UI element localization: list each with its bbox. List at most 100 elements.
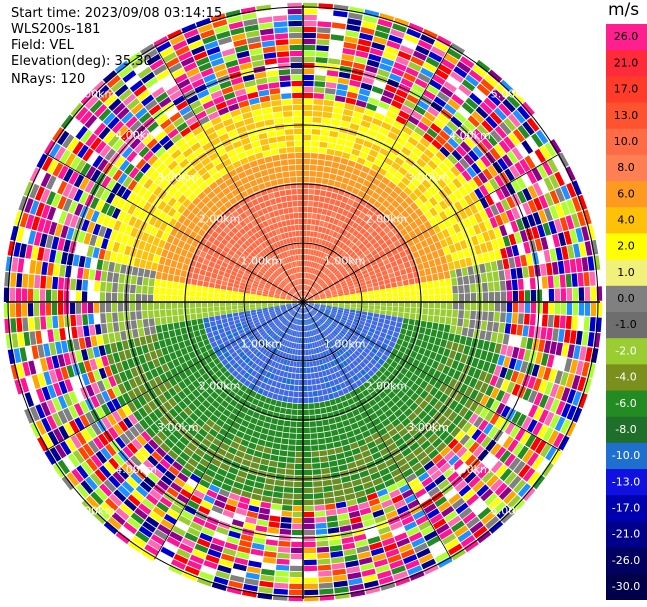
velocity-gate bbox=[261, 362, 267, 369]
velocity-gate bbox=[423, 246, 431, 255]
velocity-gate bbox=[209, 414, 219, 423]
velocity-gate bbox=[401, 39, 417, 50]
velocity-gate bbox=[147, 539, 162, 551]
velocity-gate bbox=[257, 344, 263, 351]
velocity-gate bbox=[458, 484, 472, 497]
velocity-gate bbox=[286, 314, 291, 320]
velocity-gate bbox=[434, 496, 448, 508]
velocity-gate bbox=[402, 554, 418, 565]
velocity-gate bbox=[265, 539, 278, 546]
velocity-gate bbox=[347, 85, 360, 94]
velocity-gate bbox=[583, 378, 592, 394]
velocity-gate bbox=[143, 392, 152, 403]
velocity-gate bbox=[299, 331, 302, 338]
velocity-gate bbox=[174, 414, 185, 425]
velocity-gate bbox=[316, 546, 330, 553]
velocity-gate bbox=[265, 283, 271, 288]
velocity-gate bbox=[333, 391, 340, 399]
velocity-gate bbox=[372, 264, 379, 270]
velocity-gate bbox=[490, 460, 503, 474]
velocity-gate bbox=[317, 15, 332, 22]
velocity-gate bbox=[316, 257, 320, 263]
velocity-gate bbox=[269, 289, 275, 293]
velocity-gate bbox=[340, 268, 346, 274]
velocity-gate bbox=[542, 427, 554, 442]
velocity-gate bbox=[269, 291, 275, 295]
velocity-gate bbox=[560, 419, 571, 435]
velocity-gate bbox=[277, 546, 291, 553]
velocity-gate bbox=[368, 466, 379, 475]
velocity-gate bbox=[395, 322, 402, 328]
velocity-gate bbox=[288, 390, 294, 397]
velocity-gate bbox=[198, 274, 205, 281]
velocity-gate bbox=[92, 346, 101, 358]
velocity-gate bbox=[100, 238, 109, 250]
velocity-gate bbox=[382, 234, 390, 242]
velocity-gate bbox=[346, 566, 361, 574]
velocity-gate bbox=[316, 420, 323, 427]
velocity-gate bbox=[201, 565, 216, 576]
velocity-gate bbox=[331, 556, 345, 564]
velocity-gate bbox=[565, 215, 575, 230]
velocity-gate bbox=[447, 154, 458, 165]
velocity-gate bbox=[440, 355, 448, 365]
velocity-gate bbox=[450, 42, 465, 55]
velocity-gate bbox=[244, 269, 251, 275]
velocity-gate bbox=[393, 240, 401, 248]
velocity-gate bbox=[210, 382, 219, 391]
velocity-gate bbox=[523, 349, 532, 362]
velocity-gate bbox=[294, 305, 299, 309]
velocity-gate bbox=[459, 158, 470, 170]
velocity-gate bbox=[374, 437, 384, 446]
velocity-gate bbox=[52, 397, 62, 412]
velocity-gate bbox=[322, 111, 333, 119]
velocity-gate bbox=[485, 516, 500, 530]
velocity-gate bbox=[331, 309, 337, 313]
velocity-gate bbox=[383, 209, 392, 217]
velocity-gate bbox=[506, 150, 519, 164]
velocity-gate bbox=[195, 261, 202, 269]
velocity-gate bbox=[511, 279, 518, 291]
velocity-gate bbox=[107, 426, 119, 440]
velocity-gate bbox=[426, 321, 433, 329]
velocity-gate bbox=[308, 325, 311, 331]
velocity-gate bbox=[323, 485, 333, 493]
velocity-gate bbox=[298, 307, 301, 313]
velocity-gate bbox=[303, 50, 316, 57]
velocity-gate bbox=[242, 433, 252, 442]
velocity-gate bbox=[424, 268, 432, 276]
velocity-gate bbox=[163, 380, 173, 390]
velocity-gate bbox=[312, 207, 318, 214]
velocity-gate bbox=[90, 454, 103, 468]
velocity-gate bbox=[72, 363, 81, 376]
velocity-gate bbox=[141, 362, 150, 373]
velocity-gate bbox=[499, 224, 508, 237]
velocity-gate bbox=[282, 432, 290, 439]
velocity-gate bbox=[15, 288, 22, 302]
velocity-gate bbox=[405, 206, 414, 215]
velocity-gate bbox=[463, 345, 471, 355]
velocity-gate bbox=[276, 558, 290, 565]
velocity-gate bbox=[344, 554, 358, 562]
velocity-gate bbox=[189, 365, 198, 374]
velocity-gate bbox=[331, 478, 342, 485]
velocity-gate bbox=[303, 427, 310, 434]
velocity-gate bbox=[333, 352, 339, 359]
velocity-gate bbox=[170, 336, 178, 345]
velocity-gate bbox=[409, 402, 419, 412]
velocity-gate bbox=[316, 286, 321, 291]
velocity-gate bbox=[464, 310, 470, 319]
velocity-gate bbox=[150, 368, 159, 378]
velocity-gate bbox=[412, 359, 420, 368]
velocity-gate bbox=[96, 334, 104, 346]
velocity-gate bbox=[325, 406, 333, 413]
velocity-gate bbox=[310, 147, 319, 153]
velocity-gate bbox=[396, 214, 405, 223]
velocity-gate bbox=[351, 382, 359, 390]
velocity-gate bbox=[235, 475, 246, 484]
velocity-gate bbox=[117, 383, 127, 395]
velocity-gate bbox=[488, 282, 494, 292]
velocity-gate bbox=[339, 433, 348, 441]
velocity-gate bbox=[380, 191, 389, 200]
velocity-gate bbox=[387, 222, 396, 230]
